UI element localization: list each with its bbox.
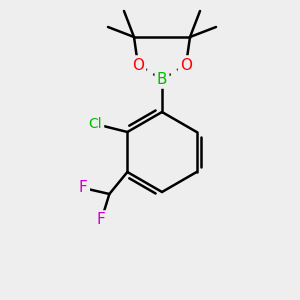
Text: O: O [180,58,192,73]
Text: F: F [97,212,106,227]
Text: B: B [157,71,167,86]
Text: O: O [132,58,144,73]
Text: Cl: Cl [88,117,102,131]
Text: F: F [79,181,88,196]
